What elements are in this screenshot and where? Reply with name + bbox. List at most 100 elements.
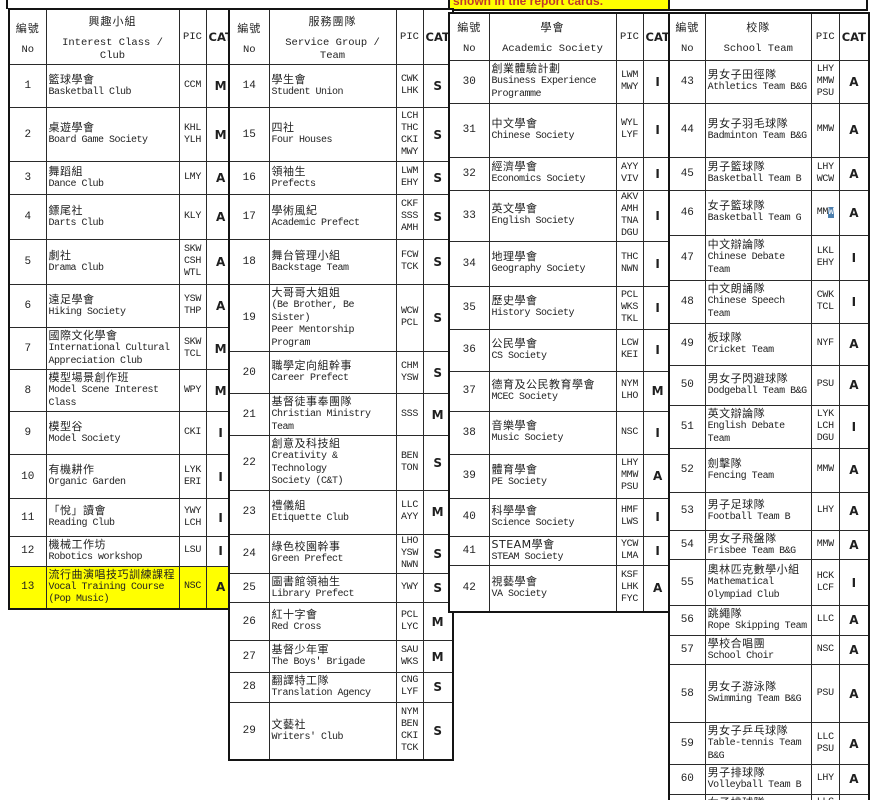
- pic-cell: LLC AYY: [395, 489, 424, 535]
- club-name-en: Backstage Team: [271, 262, 350, 274]
- row-number-cell: 43: [668, 59, 706, 104]
- row-number-cell: 16: [228, 161, 270, 195]
- club-name-en: Translation Agency: [271, 688, 372, 699]
- club-name-en: Badminton Team B&G: [707, 130, 808, 142]
- pic-cell: PSU: [810, 664, 840, 723]
- top-banner: shown in the report cards.: [448, 0, 868, 11]
- no-header-zh: 編號: [457, 21, 482, 35]
- club-name-zh: 男子排球隊: [707, 766, 766, 779]
- club-name-cell: 德育及公民教育學會 MCEC Society: [488, 370, 617, 412]
- row-number-cell: 46: [668, 189, 706, 236]
- pic-code: SAU: [400, 644, 419, 656]
- row-number-cell: 20: [228, 351, 270, 394]
- club-name-zh: 德育及公民教育學會: [491, 377, 595, 391]
- table-row: 45 男子籃球隊 Basketball Team B LHY WCW A: [668, 156, 870, 191]
- group-header-cell: 學會 Academic Society: [488, 12, 617, 61]
- club-name-zh: 舞台管理小組: [271, 248, 341, 262]
- header-row: 編號 No 服務團隊 Service Group / Team PIC CAT: [228, 8, 454, 65]
- group-title-en: Interest Class / Club: [62, 37, 163, 62]
- club-name-zh: 男女子乒乓球隊: [707, 724, 789, 737]
- row-number-cell: 47: [668, 234, 706, 281]
- pic-code: LWS: [620, 517, 639, 528]
- pic-code: DGU: [816, 432, 834, 444]
- pic-code: BEN: [400, 718, 419, 730]
- table-row: 22 創意及科技組 Creativity & Technology Society …: [228, 435, 454, 491]
- pic-cell: LHY MMW PSU: [810, 59, 840, 104]
- pic-cell: AYY VIV: [615, 156, 644, 191]
- pic-code: TCK: [400, 262, 419, 273]
- club-name-zh: 遠足學會: [48, 292, 95, 306]
- club-name-en: Basketball Team B: [707, 174, 802, 186]
- pic-code: PSU: [816, 379, 834, 390]
- club-name-cell: 舞蹈組 Dance Club: [45, 161, 180, 195]
- pic-code: LHY: [816, 161, 834, 173]
- school-team-table: 編號 No 校隊 School Team PIC CAT 43 男女子田徑隊 Athletics…: [668, 12, 870, 800]
- club-name-zh: STEAM學會: [491, 537, 555, 551]
- club-name-en: Board Game Society: [48, 135, 149, 147]
- row-number-cell: 25: [228, 572, 270, 603]
- club-name-zh: 男女子飛盤隊: [707, 531, 777, 545]
- table-row: 39 體育學會 PE Society LHY MMW PSU A: [448, 453, 674, 499]
- table-row: 15 四社 Four Houses LCH THC CKI MWY S: [228, 107, 454, 162]
- row-number-cell: 4: [8, 194, 47, 240]
- pic-cell: LLCMMW: [810, 793, 840, 800]
- pic-code: HCK: [816, 570, 834, 582]
- pic-code: YLH: [183, 134, 202, 146]
- club-name-en: CS Society: [491, 350, 548, 362]
- pic-code: WKS: [620, 301, 639, 313]
- pic-cell: NYM BEN CKI TCK: [395, 701, 424, 761]
- pic-code: HMF: [620, 505, 639, 516]
- pic-code: LHY: [816, 773, 834, 785]
- pic-code: YSW: [400, 547, 419, 559]
- pic-header-cell: PIC: [178, 8, 207, 65]
- club-name-zh: 基督徒事奉團隊: [271, 395, 352, 408]
- pic-code: AKV: [620, 191, 639, 203]
- border-stub: [6, 0, 8, 9]
- club-name-en: Creativity & Technology Society (C&T): [271, 451, 344, 487]
- cat-cell: A: [838, 491, 870, 531]
- pic-cell: CWK LHK: [395, 64, 424, 108]
- club-name-cell: 籃球學會 Basketball Club: [45, 64, 180, 108]
- club-name-cell: STEAM學會 STEAM Society: [488, 535, 617, 566]
- row-number-cell: 31: [448, 102, 490, 158]
- club-name-cell: 男女子閃避球隊 Dodgeball Team B&G: [704, 364, 812, 406]
- club-name-zh: 中文辯論隊: [707, 238, 766, 251]
- table-row: 32 經濟學會 Economics Society AYY VIV I: [448, 156, 674, 191]
- row-number-cell: 23: [228, 489, 270, 535]
- pic-cell: YWY: [395, 572, 424, 603]
- pic-code: NWN: [620, 263, 639, 275]
- club-name-zh: 劍擊隊: [707, 456, 743, 470]
- pic-header-label: PIC: [400, 31, 419, 43]
- table-row: 4 鏢尾社 Darts Club KLY A: [8, 194, 237, 240]
- pic-code: CKF: [400, 199, 419, 210]
- pic-cell: NSC: [810, 634, 840, 665]
- pic-cell: LHY: [810, 491, 840, 531]
- row-number-cell: 8: [8, 369, 47, 412]
- pic-code: LLC: [816, 731, 834, 743]
- club-name-cell: 鏢尾社 Darts Club: [45, 194, 180, 240]
- club-name-cell: 文藝社 Writers' Club: [268, 701, 397, 761]
- pic-cell: NYM LHO: [615, 370, 644, 412]
- pic-cell: LLC: [810, 605, 840, 636]
- club-name-cell: 四社 Four Houses: [268, 107, 397, 162]
- club-name-cell: 學術風紀 Academic Prefect: [268, 194, 397, 240]
- pic-cell: LHY MMW PSU: [615, 453, 644, 499]
- header-row: 編號 No 學會 Academic Society PIC CAT: [448, 12, 674, 61]
- pic-code: BEN: [400, 450, 419, 462]
- pic-code: KSF: [620, 570, 639, 582]
- pic-code: MWY: [400, 146, 419, 158]
- pic-code: MMW: [816, 464, 834, 475]
- club-name-en: PE Society: [491, 476, 548, 488]
- club-name-en: Four Houses: [271, 135, 333, 147]
- table-row: 3 舞蹈組 Dance Club LMY A: [8, 161, 237, 195]
- club-name-zh: 女子籃球隊: [707, 199, 766, 213]
- row-number-cell: 54: [668, 529, 706, 560]
- cat-cell: A: [838, 156, 870, 191]
- pic-code: LHY: [816, 63, 834, 75]
- pic-code: NWN: [400, 559, 419, 571]
- club-name-en: Etiquette Club: [271, 512, 350, 524]
- pic-code: NYM: [400, 706, 419, 718]
- table-row: 33 英文學會 English Society AKV AMH TNA DGU I: [448, 189, 674, 242]
- row-number-cell: 12: [8, 536, 47, 567]
